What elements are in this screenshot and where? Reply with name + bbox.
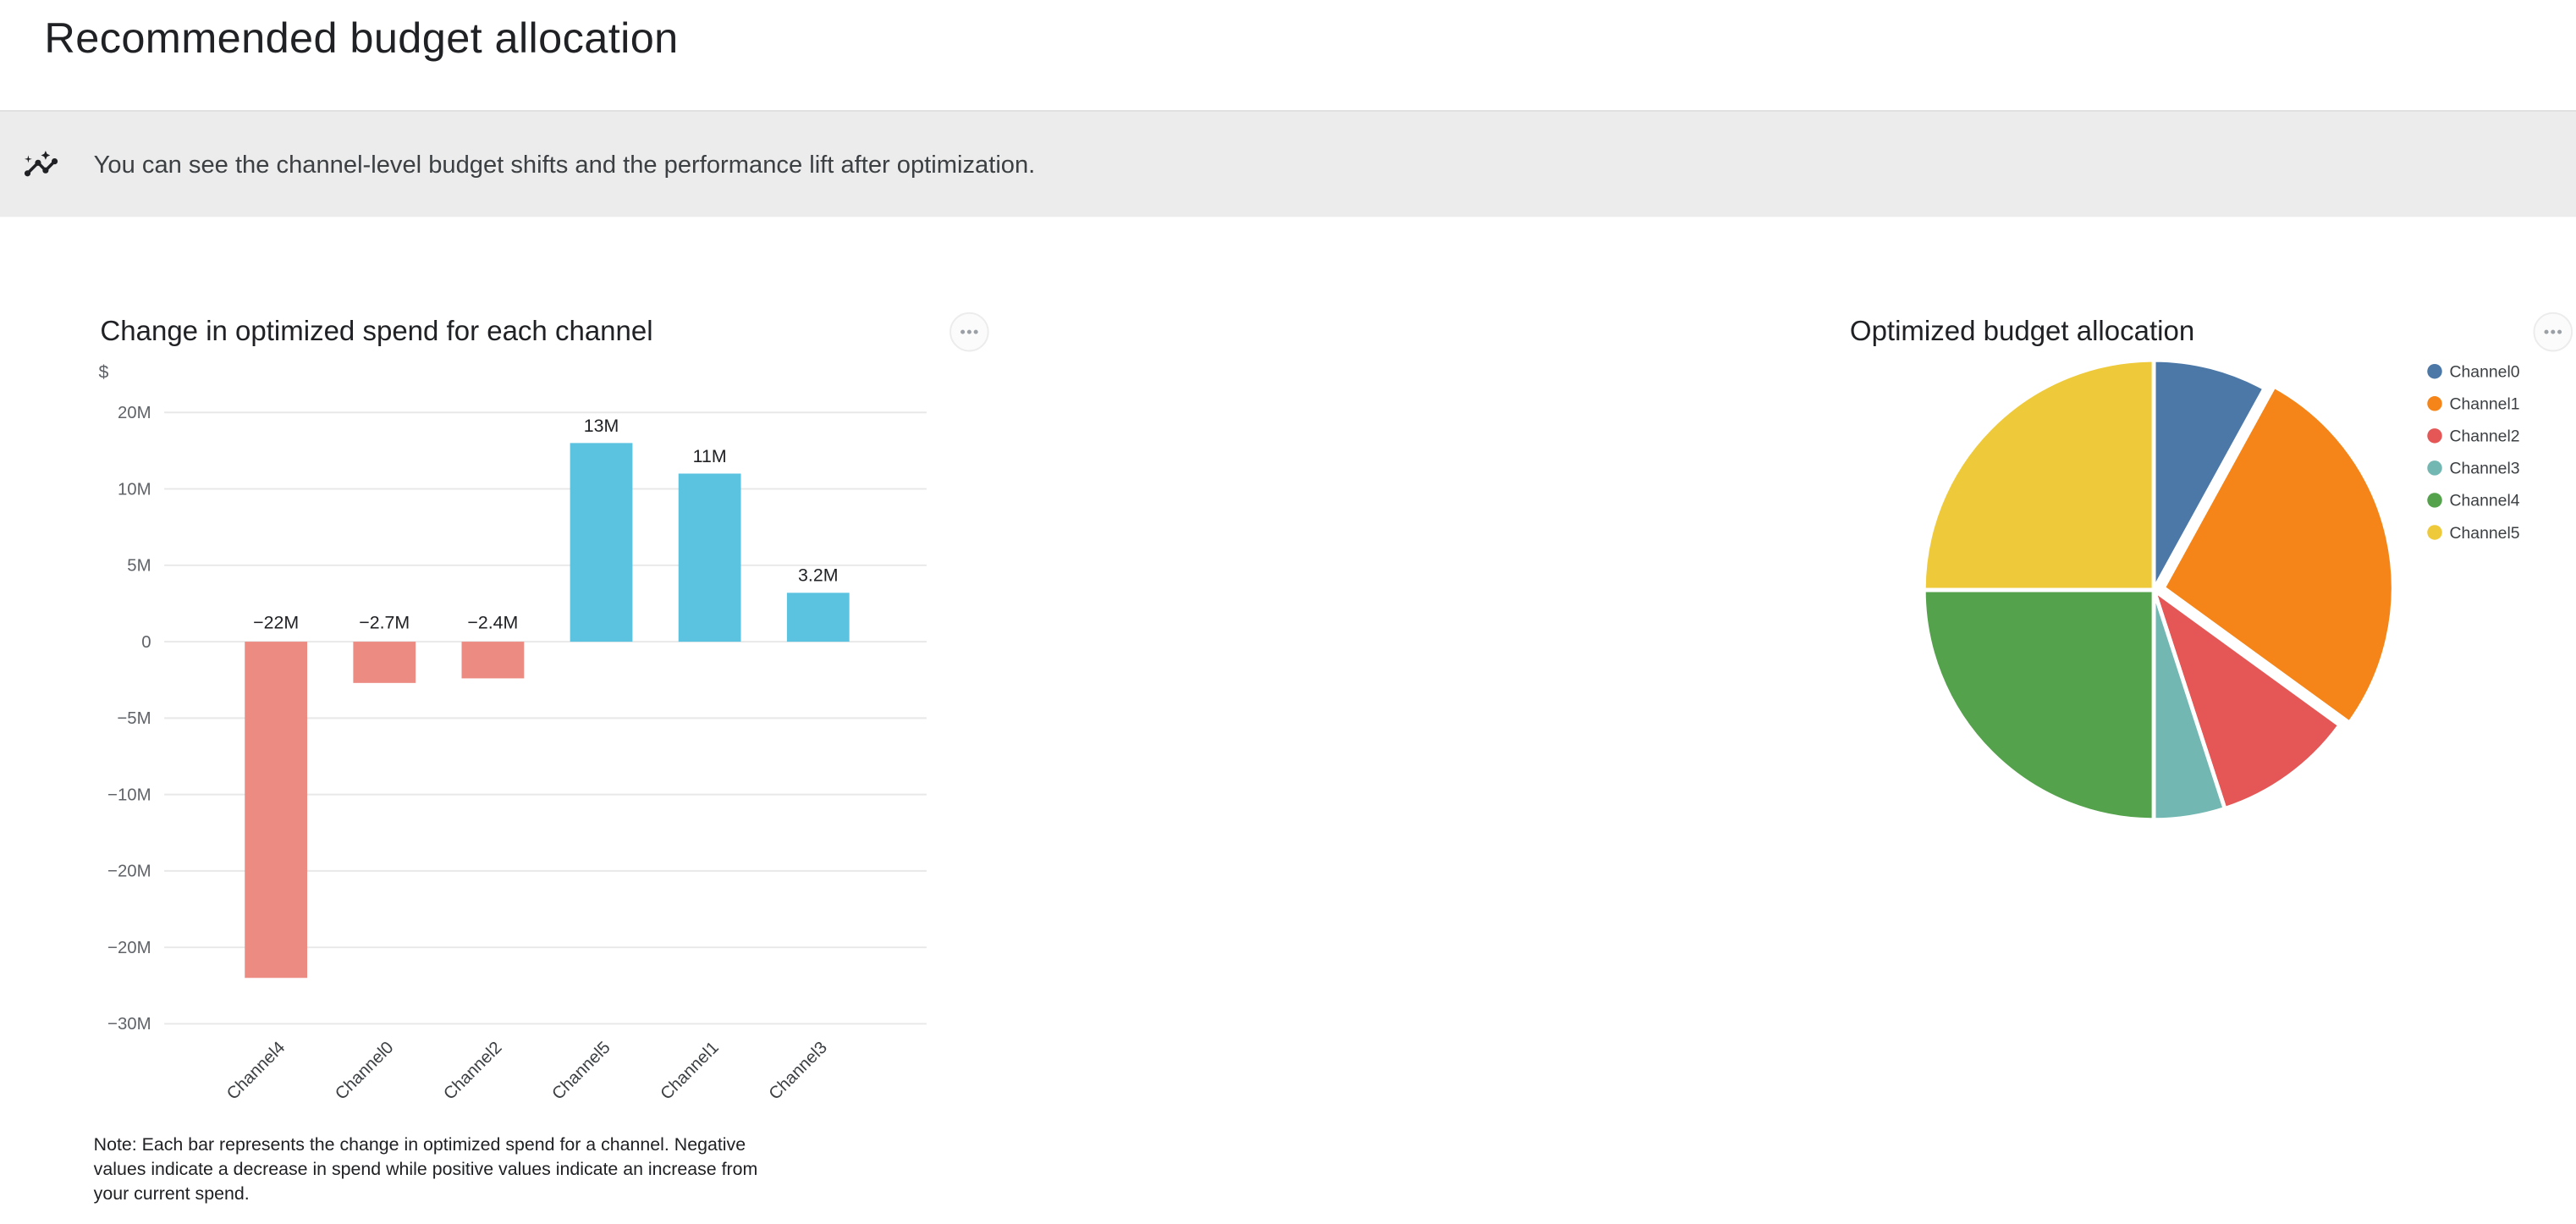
legend-swatch-Channel1 [2427,396,2442,411]
bar-value-label: −2.4M [467,613,518,633]
x-tick-label: Channel5 [548,1039,614,1104]
budget-allocation-pie-chart: Channel0 Channel1 Channel2 Channel3 Channel4… [1921,357,2520,823]
y-tick-label: −30M [107,1015,151,1034]
legend-swatch-Channel5 [2427,525,2442,540]
bar-Channel3 [786,593,850,642]
pie-slice-Channel5 [1921,357,2156,593]
budget-allocation-chart-title: Optimized budget allocation [1849,315,2195,347]
y-tick-label: 5M [127,557,151,576]
x-tick-label: Channel2 [440,1039,505,1104]
y-tick-label: 10M [118,480,151,499]
pie-slice-Channel1 [2160,383,2396,725]
y-axis-title: $ [98,361,108,382]
legend-label-Channel0: Channel0 [2449,363,2519,382]
insights-icon [24,151,58,177]
y-tick-label: 0 [141,633,151,652]
more-options-icon [960,329,978,334]
legend-swatch-Channel4 [2427,493,2442,508]
legend-label-Channel2: Channel2 [2449,427,2519,446]
bar-Channel5 [570,443,633,642]
bar-Channel1 [678,473,741,642]
bar-value-label: −2.7M [359,613,410,633]
legend-label-Channel5: Channel5 [2449,524,2519,543]
banner-text: You can see the channel-level budget shi… [93,150,1036,179]
bar-value-label: 13M [584,416,619,436]
legend-label-Channel1: Channel1 [2449,395,2519,414]
page-title: Recommended budget allocation [44,13,679,63]
bar-Channel0 [353,642,416,683]
more-options-icon [2544,329,2562,334]
pie-slice-Channel2 [2151,587,2342,811]
x-tick-label: Channel1 [658,1039,723,1104]
y-tick-label: −10M [107,786,151,804]
y-tick-label: −5M [117,709,151,728]
pie-slice-Channel0 [2151,357,2267,593]
legend-label-Channel3: Channel3 [2449,460,2519,478]
y-tick-label: −20M [107,939,151,957]
bar-Channel2 [461,642,525,679]
spend-change-bar-chart: $20M 10M 5M 0 −5M −10M −20M −20M −30M −22M Channel… [98,361,927,1104]
y-tick-label: −20M [107,863,151,881]
legend-label-Channel4: Channel4 [2449,492,2519,510]
spend-chart-note: Note: Each bar represents the change in … [93,1135,758,1205]
y-tick-label: 20M [118,404,151,422]
x-tick-label: Channel4 [223,1039,289,1104]
x-tick-label: Channel3 [766,1039,831,1104]
x-tick-label: Channel0 [332,1039,397,1104]
pie-slice-Channel4 [1921,587,2156,823]
legend-swatch-Channel3 [2427,460,2442,476]
legend-swatch-Channel0 [2427,363,2442,379]
bar-value-label: 3.2M [798,565,838,586]
bar-value-label: −22M [253,613,299,633]
spend-chart-more-options-button[interactable] [949,312,989,352]
legend-swatch-Channel2 [2427,428,2442,444]
bar-value-label: 11M [693,446,727,466]
allocation-chart-more-options-button[interactable] [2533,312,2573,352]
bar-Channel4 [245,642,308,979]
info-banner: You can see the channel-level budget shi… [0,110,2576,218]
spend-change-chart-title: Change in optimized spend for each chann… [100,315,653,347]
